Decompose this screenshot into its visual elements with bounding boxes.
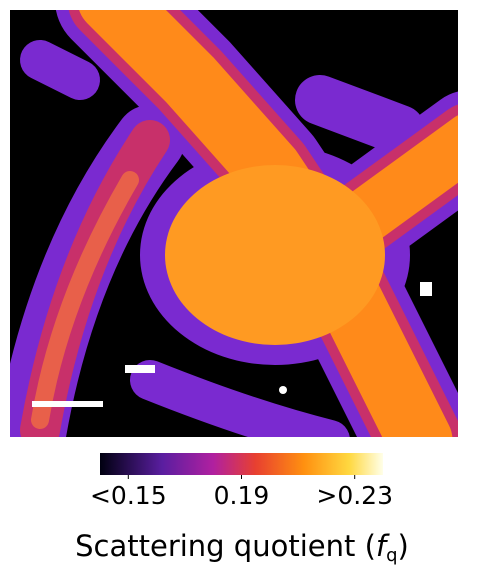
- colorbar: [100, 453, 383, 475]
- label-subscript: q: [386, 545, 397, 566]
- colorbar-tick-label: 0.19: [214, 481, 270, 510]
- colorbar-label: Scattering quotient (fq): [75, 529, 409, 566]
- label-text: Scattering quotient (: [75, 529, 376, 563]
- colorbar-ticks: <0.15 0.19 >0.23: [90, 475, 393, 510]
- colorbar-tick-label: <0.15: [90, 481, 167, 510]
- colorbar-tick-label: >0.23: [316, 481, 393, 510]
- label-text: ): [398, 529, 409, 563]
- figure: <0.15 0.19 >0.23 Scattering quotient (fq): [0, 0, 484, 577]
- micrograph: [10, 0, 470, 440]
